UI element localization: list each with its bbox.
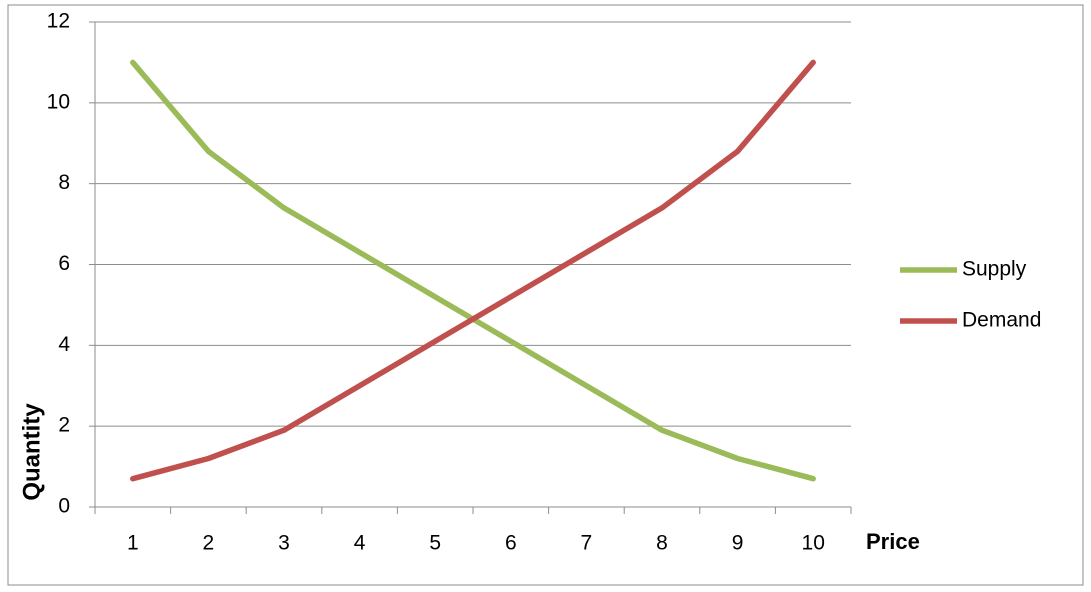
x-tick-label: 6 [505,532,517,555]
y-tick-label: 6 [58,252,70,275]
legend-label: Demand [962,309,1041,332]
series-line [130,59,816,482]
chart-frame [7,4,1084,586]
x-tick-label: 9 [732,532,744,555]
y-axis-label: Quantity [18,403,45,501]
x-tick-label: 7 [581,532,593,555]
y-tick-label: 4 [58,333,70,356]
x-tick-label: 4 [354,532,366,555]
x-tick-label: 8 [656,532,668,555]
x-tick-label: 5 [429,532,441,555]
y-tick-label: 2 [58,414,70,437]
y-tick-label: 10 [47,90,70,113]
legend-label: Supply [962,258,1027,281]
x-axis-label: Price [866,529,920,554]
y-tick-label: 0 [58,495,70,518]
y-tick-label: 8 [58,171,70,194]
y-tick-label: 12 [47,10,70,33]
x-tick-label: 10 [802,532,825,555]
x-tick-label: 2 [203,532,215,555]
x-tick-label: 1 [127,532,139,555]
x-tick-label: 3 [278,532,290,555]
